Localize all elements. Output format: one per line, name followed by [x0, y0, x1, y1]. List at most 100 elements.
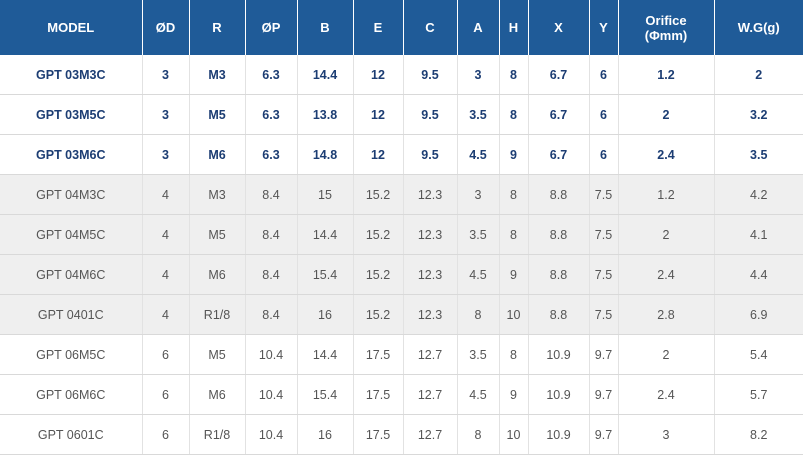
- cell-h: 8: [499, 55, 529, 95]
- cell-orifice: 2.4: [618, 134, 715, 175]
- table-row: GPT 03M3C 3 M3 6.3 14.4 12 9.5 3 8 6.7 6 1.2 2: [0, 55, 803, 95]
- cell-orifice: 1.2: [618, 174, 715, 215]
- col-header-x: X: [528, 0, 590, 55]
- cell-x: 10.9: [528, 414, 590, 455]
- cell-e: 15.2: [353, 214, 404, 255]
- cell-e: 15.2: [353, 174, 404, 215]
- cell-orifice: 2: [618, 94, 715, 135]
- cell-e: 12: [353, 55, 404, 95]
- table-row: GPT 0601C 6 R1/8 10.4 16 17.5 12.7 8 10 10.9 9.7 3 8…: [0, 414, 803, 455]
- cell-r: M6: [189, 254, 246, 295]
- table-row: GPT 04M3C 4 M3 8.4 15 15.2 12.3 3 8 8.8 7.5 1.2 4.2: [0, 174, 803, 215]
- cell-model: GPT 04M3C: [0, 174, 143, 215]
- col-header-op: ØP: [245, 0, 298, 55]
- cell-h: 9: [499, 374, 529, 415]
- cell-model: GPT 04M5C: [0, 214, 143, 255]
- col-header-e: E: [353, 0, 404, 55]
- cell-op: 8.4: [245, 214, 298, 255]
- cell-e: 17.5: [353, 334, 404, 375]
- cell-r: M6: [189, 134, 246, 175]
- cell-r: M6: [189, 374, 246, 415]
- cell-model: GPT 0401C: [0, 294, 143, 335]
- cell-c: 12.7: [403, 374, 458, 415]
- cell-a: 8: [457, 414, 500, 455]
- cell-h: 10: [499, 414, 529, 455]
- cell-a: 3: [457, 55, 500, 95]
- cell-x: 8.8: [528, 294, 590, 335]
- cell-orifice: 2.4: [618, 254, 715, 295]
- cell-y: 7.5: [589, 214, 619, 255]
- cell-y: 9.7: [589, 374, 619, 415]
- cell-od: 4: [142, 174, 190, 215]
- cell-orifice: 2.8: [618, 294, 715, 335]
- cell-y: 6: [589, 55, 619, 95]
- cell-c: 9.5: [403, 55, 458, 95]
- cell-b: 14.4: [297, 55, 354, 95]
- cell-e: 12: [353, 134, 404, 175]
- cell-model: GPT 03M3C: [0, 55, 143, 95]
- orifice-label: Orifice: [645, 12, 687, 28]
- cell-b: 14.4: [297, 334, 354, 375]
- cell-e: 17.5: [353, 414, 404, 455]
- col-header-a: A: [457, 0, 500, 55]
- cell-op: 8.4: [245, 294, 298, 335]
- cell-weight: 8.2: [714, 414, 803, 455]
- cell-r: M3: [189, 55, 246, 95]
- cell-b: 15: [297, 174, 354, 215]
- cell-h: 9: [499, 254, 529, 295]
- cell-od: 3: [142, 134, 190, 175]
- cell-b: 13.8: [297, 94, 354, 135]
- cell-x: 10.9: [528, 334, 590, 375]
- col-header-c: C: [403, 0, 458, 55]
- orifice-unit: (Φmm): [644, 27, 688, 43]
- cell-h: 10: [499, 294, 529, 335]
- cell-r: R1/8: [189, 294, 246, 335]
- cell-y: 7.5: [589, 174, 619, 215]
- cell-model: GPT 03M6C: [0, 134, 143, 175]
- cell-a: 3.5: [457, 214, 500, 255]
- cell-y: 9.7: [589, 334, 619, 375]
- col-header-h: H: [499, 0, 529, 55]
- cell-model: GPT 06M5C: [0, 334, 143, 375]
- cell-c: 9.5: [403, 134, 458, 175]
- cell-x: 6.7: [528, 55, 590, 95]
- cell-model: GPT 03M5C: [0, 94, 143, 135]
- cell-b: 16: [297, 414, 354, 455]
- cell-e: 15.2: [353, 294, 404, 335]
- cell-y: 6: [589, 134, 619, 175]
- cell-a: 4.5: [457, 374, 500, 415]
- cell-weight: 3.2: [714, 94, 803, 135]
- col-header-model: MODEL: [0, 0, 143, 55]
- cell-c: 12.3: [403, 214, 458, 255]
- cell-x: 10.9: [528, 374, 590, 415]
- cell-op: 6.3: [245, 134, 298, 175]
- cell-od: 6: [142, 374, 190, 415]
- cell-op: 8.4: [245, 174, 298, 215]
- cell-od: 6: [142, 414, 190, 455]
- cell-weight: 5.4: [714, 334, 803, 375]
- cell-model: GPT 0601C: [0, 414, 143, 455]
- cell-weight: 4.4: [714, 254, 803, 295]
- cell-a: 3.5: [457, 334, 500, 375]
- cell-c: 9.5: [403, 94, 458, 135]
- cell-weight: 2: [714, 55, 803, 95]
- cell-b: 15.4: [297, 374, 354, 415]
- cell-orifice: 2: [618, 214, 715, 255]
- cell-op: 10.4: [245, 334, 298, 375]
- cell-a: 4.5: [457, 134, 500, 175]
- cell-r: M3: [189, 174, 246, 215]
- cell-op: 6.3: [245, 94, 298, 135]
- cell-h: 8: [499, 214, 529, 255]
- cell-weight: 6.9: [714, 294, 803, 335]
- cell-b: 16: [297, 294, 354, 335]
- cell-e: 12: [353, 94, 404, 135]
- cell-weight: 4.2: [714, 174, 803, 215]
- cell-c: 12.7: [403, 334, 458, 375]
- cell-x: 8.8: [528, 254, 590, 295]
- col-header-y: Y: [589, 0, 619, 55]
- cell-y: 7.5: [589, 294, 619, 335]
- table-row: GPT 06M5C 6 M5 10.4 14.4 17.5 12.7 3.5 8 10.9 9.7 2…: [0, 334, 803, 375]
- table-row: GPT 06M6C 6 M6 10.4 15.4 17.5 12.7 4.5 9 10.9 9.7 2…: [0, 374, 803, 415]
- cell-h: 8: [499, 94, 529, 135]
